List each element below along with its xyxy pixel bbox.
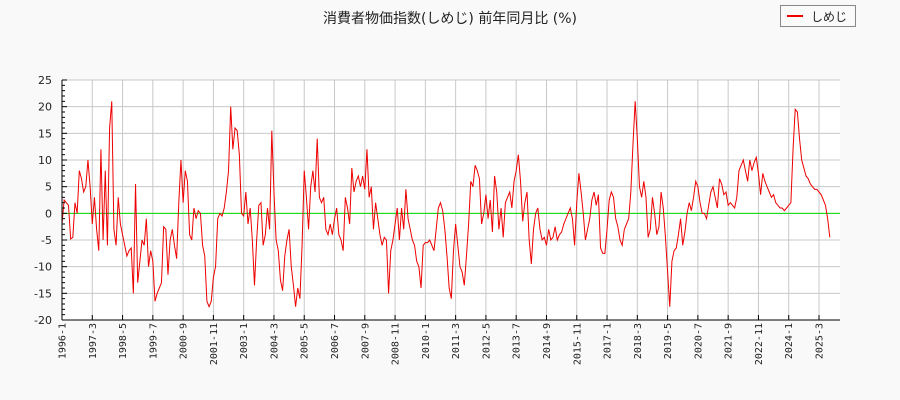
x-tick-label: 2001-11 (209, 323, 220, 365)
y-tick-label: 15 (38, 127, 52, 140)
x-tick-label: 2011-3 (451, 323, 462, 359)
y-tick-label: -20 (34, 314, 52, 327)
x-tick-label: 2018-3 (633, 323, 644, 359)
x-tick-label: 2004-3 (269, 323, 280, 359)
x-tick-label: 2010-1 (421, 323, 432, 359)
y-tick-label: 0 (45, 207, 52, 220)
y-tick-label: -5 (41, 234, 52, 247)
x-tick-label: 2006-7 (330, 323, 341, 359)
x-tick-label: 2025-3 (815, 323, 826, 359)
x-axis-ticks: 1996-1 1997-3 1998-5 1999-7 2000-9 2001-11 200… (58, 323, 826, 365)
y-tick-label: 10 (38, 154, 52, 167)
x-tick-label: 1998-5 (118, 323, 129, 359)
legend-label: しめじ (811, 9, 848, 24)
x-tick-label: 2000-9 (179, 323, 190, 359)
x-tick-label: 1997-3 (88, 323, 99, 359)
x-tick-label: 2020-7 (693, 323, 704, 359)
x-tick-label: 2007-9 (360, 323, 371, 359)
y-tick-label: -10 (34, 261, 52, 274)
x-tick-label: 2015-11 (572, 323, 583, 365)
x-tick-label: 2022-11 (754, 323, 765, 365)
x-tick-label: 2012-5 (481, 323, 492, 359)
x-tick-label: 2024-1 (784, 323, 795, 359)
grid-lines (61, 79, 840, 321)
axes (61, 79, 840, 321)
x-tick-label: 2014-9 (542, 323, 553, 359)
chart-title: 消費者物価指数(しめじ) 前年同月比 (%) (322, 11, 578, 27)
x-tick-label: 1999-7 (148, 323, 159, 359)
y-tick-label: 25 (38, 74, 52, 87)
y-tick-label: 20 (38, 101, 52, 114)
x-tick-label: 2017-1 (603, 323, 614, 359)
x-tick-label: 2008-11 (391, 323, 402, 365)
x-tick-label: 2005-5 (300, 323, 311, 359)
series-line (61, 101, 831, 309)
y-tick-label: -15 (34, 287, 52, 300)
x-tick-label: 1996-1 (58, 323, 69, 359)
x-tick-label: 2003-1 (239, 323, 250, 359)
y-axis-ticks: 25 20 15 10 5 0 -5 -10 -15 -20 (34, 74, 52, 327)
x-tick-label: 2013-7 (512, 323, 523, 359)
legend: しめじ (780, 5, 856, 27)
legend-swatch-icon (787, 15, 803, 17)
data-series-line (61, 101, 831, 309)
x-tick-label: 2021-9 (724, 323, 735, 359)
y-tick-label: 5 (45, 181, 52, 194)
x-tick-label: 2019-5 (663, 323, 674, 359)
